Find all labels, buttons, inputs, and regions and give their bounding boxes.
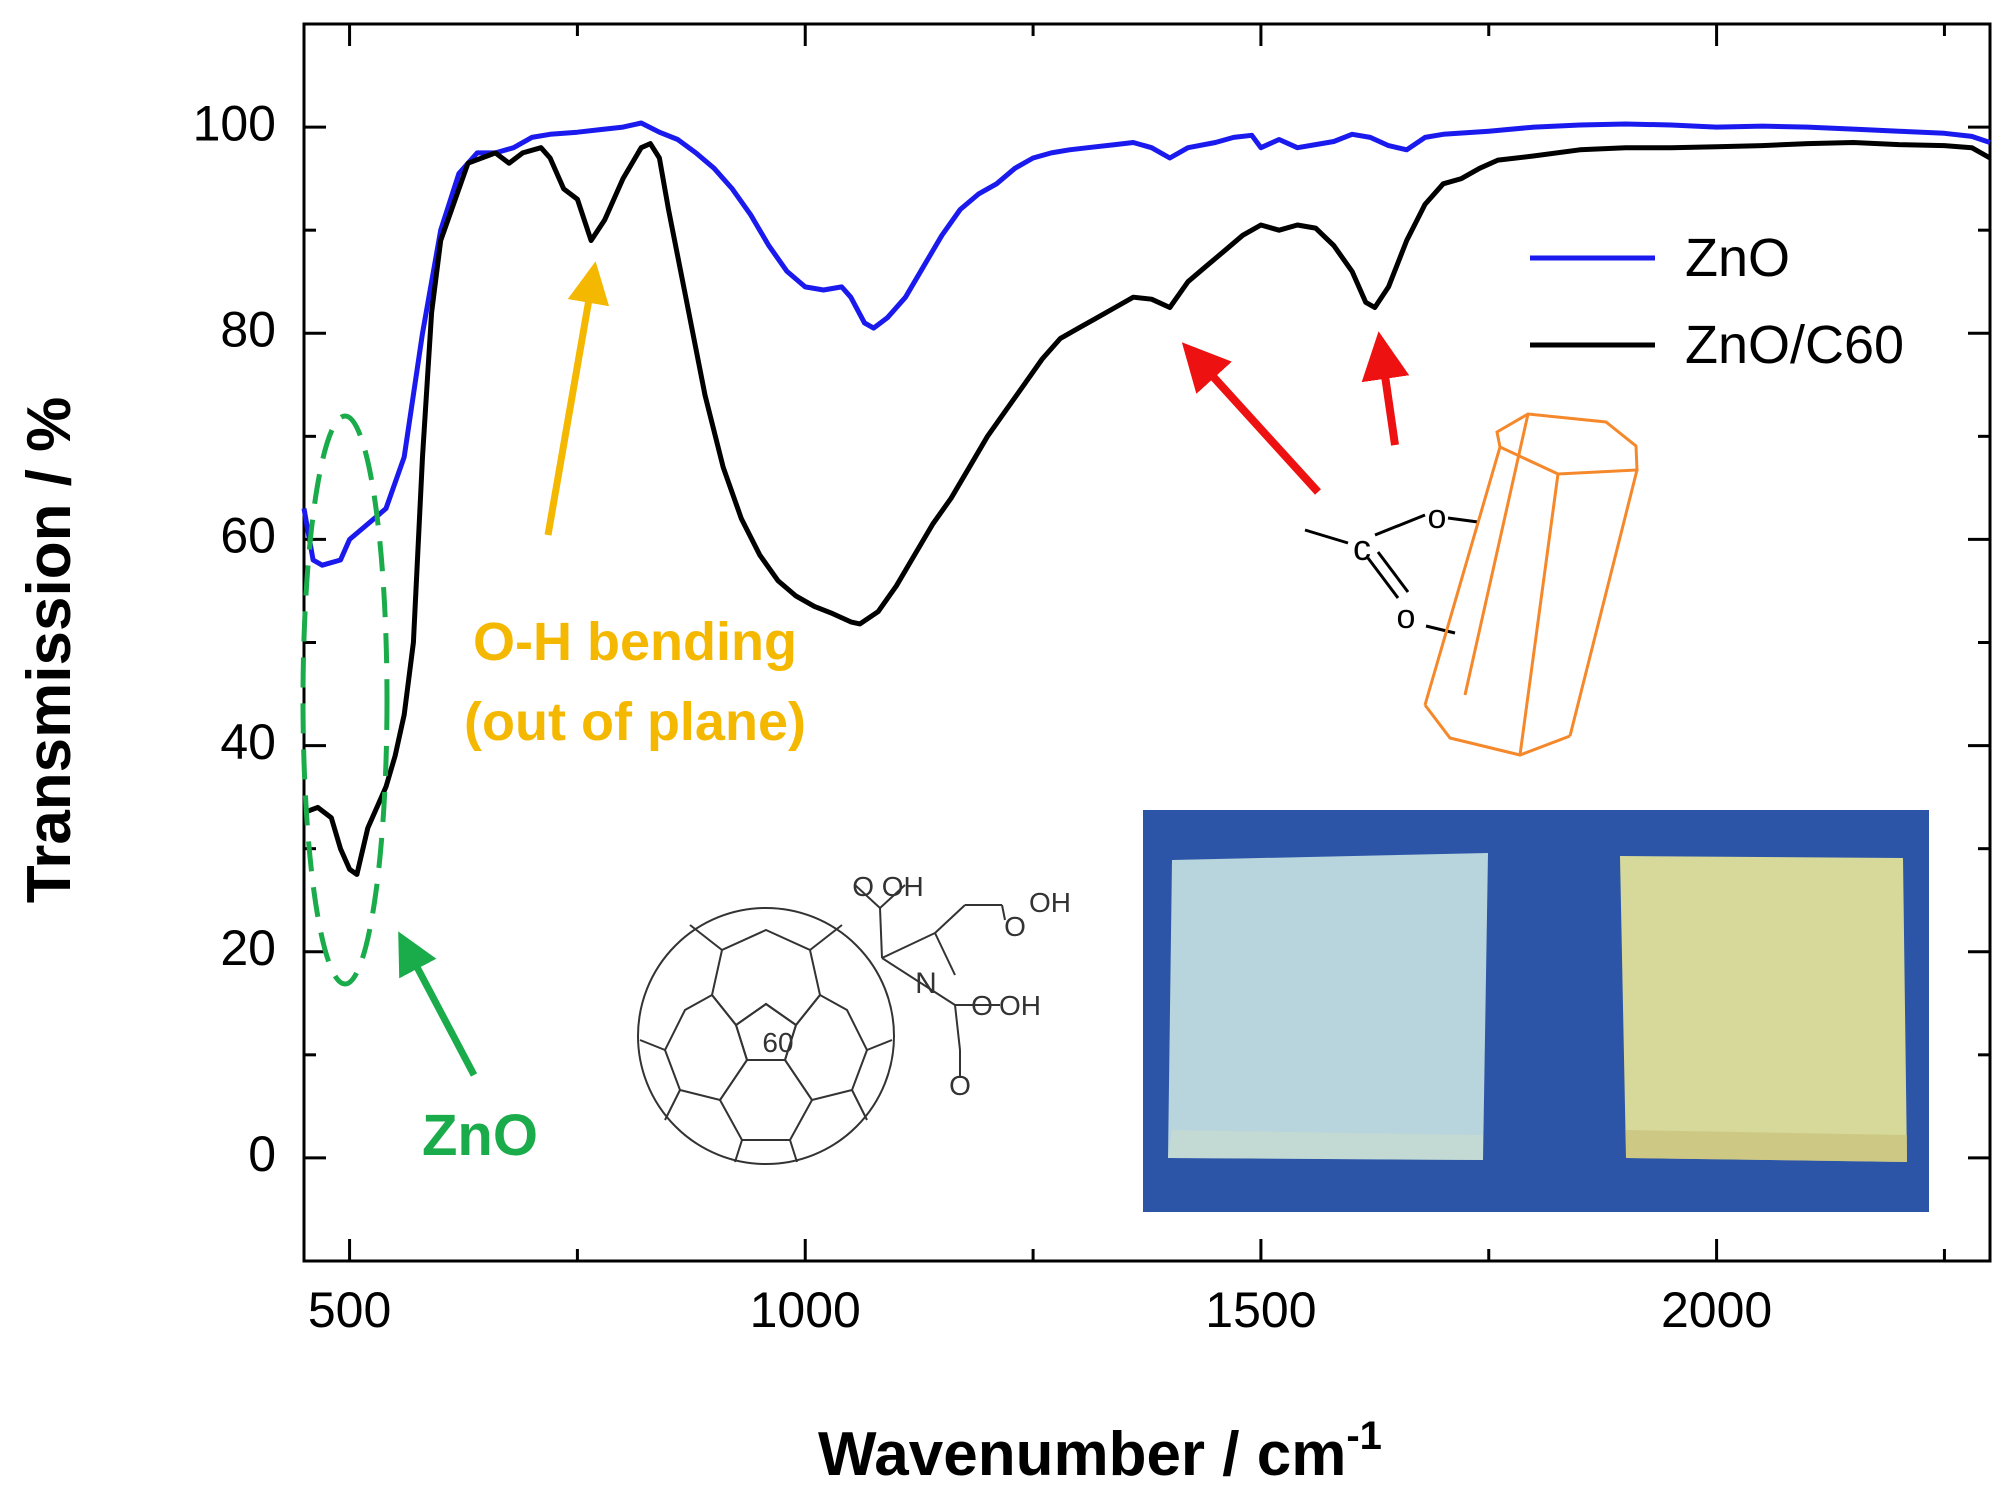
c60-n: N (915, 967, 937, 1000)
series-line-zno-c60 (303, 140, 1992, 877)
legend-label-zno: ZnO (1685, 228, 1790, 288)
series-line-zno (301, 120, 1991, 568)
carboxylate-c: c (1353, 527, 1371, 568)
carboxylate-link-2 (1425, 624, 1456, 635)
x-tick-label: 1500 (1205, 1282, 1316, 1338)
c60-cooh-3: OH (999, 990, 1041, 1021)
y-tick-label: 100 (193, 95, 276, 151)
c60-bond (664, 1089, 681, 1121)
c60-bond (689, 924, 723, 951)
oh-bending-arrow (544, 261, 610, 536)
c60-cooh-1: O OH (852, 871, 924, 902)
zno-c60-sample-plate (1620, 856, 1907, 1162)
c60-o-1: O (1004, 911, 1026, 942)
c60-label: 60 (762, 1027, 793, 1058)
x-axis-title-superscript: -1 (1346, 1414, 1382, 1458)
crystal-edge-mid (1518, 473, 1560, 756)
zno-annotation-label: ZnO (422, 1103, 538, 1168)
y-tick-label: 60 (220, 508, 276, 564)
y-tick-label: 0 (248, 1126, 276, 1182)
carboxylate-arrow-2 (1361, 331, 1410, 446)
carboxylate-o2: o (1397, 598, 1416, 636)
y-tick-label: 40 (220, 714, 276, 770)
zno-arrow (398, 931, 478, 1077)
crystal-bottom (1423, 704, 1571, 757)
zno-crystal-drawing (1423, 412, 1639, 757)
c60-ring-bottom (718, 1059, 814, 1141)
c60-bond (851, 1089, 868, 1121)
c60-substituent-bond (854, 884, 881, 909)
x-tick-label: 1000 (750, 1282, 861, 1338)
crystal-top (1495, 412, 1639, 476)
zno-c60-sample-edge (1626, 1130, 1907, 1162)
c60-o-3: O (949, 1070, 971, 1101)
c60-substituent-bond (934, 932, 956, 976)
c60-substituent-bond (881, 932, 936, 959)
crystal-edge-left (1423, 446, 1502, 706)
y-tick-label: 80 (220, 301, 276, 357)
y-tick-label: 20 (220, 920, 276, 976)
y-axis-title: Transmission / % (15, 397, 84, 904)
oh-bending-label-line1: O-H bending (473, 612, 797, 672)
c60-substituent-bond (954, 1004, 961, 1051)
x-axis-title: Wavenumber / cm-1 (818, 1414, 1382, 1489)
carboxylate-group (1304, 513, 1479, 635)
oh-bending-label-line2: (out of plane) (464, 692, 806, 752)
c60-bond (639, 1039, 666, 1051)
c60-ring-right (783, 993, 869, 1102)
c60-bond (734, 1139, 743, 1163)
zno-sample-edge (1168, 1130, 1483, 1160)
legend: ZnO ZnO/C60 (1530, 228, 1904, 375)
x-tick-label: 2000 (1661, 1282, 1772, 1338)
carboxylate-link-1 (1447, 516, 1479, 524)
carboxylate-o1: o (1428, 498, 1447, 536)
series-layer (301, 120, 1992, 877)
c60-bond (866, 1039, 893, 1051)
c60-structure (637, 884, 1006, 1165)
c60-substituent-bond (934, 904, 966, 934)
c60-bond (789, 1139, 798, 1163)
carboxylate-bond-o2a (1366, 557, 1400, 599)
c60-o-2: O (971, 990, 993, 1021)
crystal-edge-right (1568, 469, 1639, 737)
legend-label-zno-c60: ZnO/C60 (1685, 315, 1904, 375)
c60-substituent-bond (879, 884, 906, 909)
axis-ticks (304, 22, 1990, 1263)
carboxylate-bond-r (1304, 528, 1349, 545)
c60-ring-top (710, 928, 822, 1027)
c60-bond (809, 924, 843, 951)
crystal-edge-back (1463, 413, 1530, 696)
carboxylate-arrow-1 (1181, 342, 1321, 495)
c60-cooh-2: OH (1029, 887, 1071, 918)
c60-outline (637, 907, 895, 1165)
c60-substituent-bond (881, 957, 956, 1006)
sample-photo-inset (1143, 810, 1929, 1212)
carboxylate-bond-o2b (1376, 551, 1410, 593)
carboxylate-bond-o1 (1374, 513, 1426, 537)
x-axis-title-text: Wavenumber / cm (818, 1420, 1346, 1489)
c60-ring-left (663, 993, 749, 1102)
zno-dip-ellipse (300, 413, 390, 987)
x-tick-label: 500 (308, 1282, 391, 1338)
c60-substituent-bond (1001, 904, 1006, 921)
zno-sample-plate (1168, 853, 1488, 1160)
c60-substituent-bond (879, 907, 883, 959)
